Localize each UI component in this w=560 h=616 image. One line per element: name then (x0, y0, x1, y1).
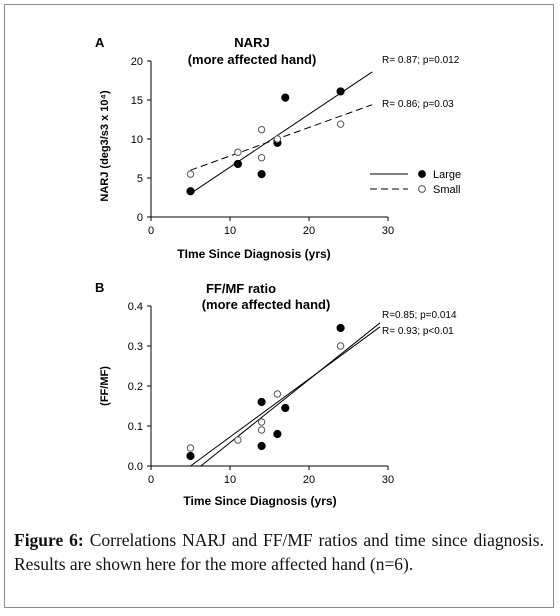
panel-b-x-tick-label: 20 (303, 474, 315, 486)
panel-a-x-tick-label: 10 (224, 225, 236, 237)
panel-b-point-small (257, 426, 266, 434)
panel-a-xlabel: TIme Since Diagnosis (yrs) (177, 247, 330, 261)
panel-a-point-small (273, 135, 282, 143)
panel-a-annotation-small: R= 0.86; p=0.03 (382, 99, 454, 110)
legend-label-large: Large (433, 169, 461, 181)
panel-a-y-tick-label: 5 (137, 173, 143, 185)
panel-a-point-small (186, 170, 195, 178)
panel-a-y-tick-label: 15 (131, 95, 143, 107)
panel-b-point-large (336, 323, 345, 333)
panel-a-fit-line-small (190, 104, 373, 171)
panel-a-point-large (186, 187, 195, 196)
panel-b-point-large (257, 397, 266, 407)
panel-a-x-tick-label: 30 (382, 225, 394, 237)
panel-b-y-tick-label: 0.0 (128, 461, 143, 473)
figure-frame (4, 4, 554, 608)
panel-a-subtitle: (more affected hand) (188, 52, 317, 67)
panel-a-point-small (257, 125, 266, 134)
caption-text: Correlations NARJ and FF/MF ratios and t… (14, 530, 544, 574)
panel-a-point-large (281, 93, 290, 102)
panel-b-y-tick-label: 0.2 (128, 381, 143, 393)
panel-a-point-large (233, 159, 242, 169)
panel-a-label: A (95, 35, 105, 50)
panel-b-point-small (336, 342, 345, 350)
panel-b-label: B (95, 280, 104, 295)
panel-b-point-small (186, 444, 195, 452)
panel-a-point-large (257, 170, 266, 179)
panel-a-x-tick-label: 20 (303, 225, 315, 237)
panel-a-y-tick-label: 10 (131, 134, 143, 146)
panel-b-xlabel: Time Since Diagnosis (yrs) (183, 494, 336, 508)
panel-a-point-small (234, 148, 242, 156)
panel-a-annotation-large: R= 0.87; p=0.012 (382, 55, 460, 66)
panel-b-point-small (257, 418, 266, 426)
legend-label-small: Small (433, 184, 461, 196)
panel-a-x-tick-label: 0 (148, 225, 154, 237)
panel-a-point-small (336, 120, 345, 128)
panel-b-point-large (186, 451, 195, 461)
panel-b-title: FF/MF ratio (206, 281, 276, 296)
panel-a-y-tick-label: 0 (137, 212, 143, 224)
panel-b-x-tick-label: 30 (382, 474, 394, 486)
panel-b-annotation-large: R=0.85; p=0.014 (382, 310, 457, 321)
legend-marker-large (418, 170, 426, 178)
panel-b-y-tick-label: 0.1 (128, 421, 143, 433)
panel-b-point-large (273, 429, 282, 439)
panel-a-title: NARJ (234, 35, 269, 50)
panel-b-point-large (257, 441, 266, 451)
panel-b-point-small (273, 390, 282, 398)
panel-b-point-small (234, 436, 242, 444)
panel-a-fit-line-large (190, 71, 373, 195)
panel-b-ylabel: (FF/MF) (99, 366, 111, 406)
panel-a-y-tick-label: 20 (131, 56, 143, 68)
legend-marker-small (418, 185, 426, 193)
panel-b-annotation-small: R= 0.93; p<0.01 (382, 326, 454, 337)
panel-b-y-tick-label: 0.3 (128, 341, 143, 353)
panel-b-subtitle: (more affected hand) (202, 297, 331, 312)
panel-b-y-tick-label: 0.4 (128, 301, 143, 313)
caption-label: Figure 6: (14, 530, 84, 550)
panel-a-point-large (336, 87, 345, 96)
figure-caption: Figure 6: Correlations NARJ and FF/MF ra… (14, 528, 544, 576)
panel-a-ylabel: NARJ (deg3/s3 x 10⁴) (99, 90, 111, 202)
panel-b-fit-line-large (200, 322, 381, 467)
panel-b-x-tick-label: 0 (148, 474, 154, 486)
panel-b-fit-line-small (190, 326, 381, 467)
panel-b-x-tick-label: 10 (224, 474, 236, 486)
panel-b-point-large (281, 403, 290, 413)
panel-a-point-small (257, 154, 266, 162)
plot-layer: 0 10 20 30 0 5 10 15 20 R= 0.87; p=0.012 R= 0.86; … (128, 55, 461, 486)
